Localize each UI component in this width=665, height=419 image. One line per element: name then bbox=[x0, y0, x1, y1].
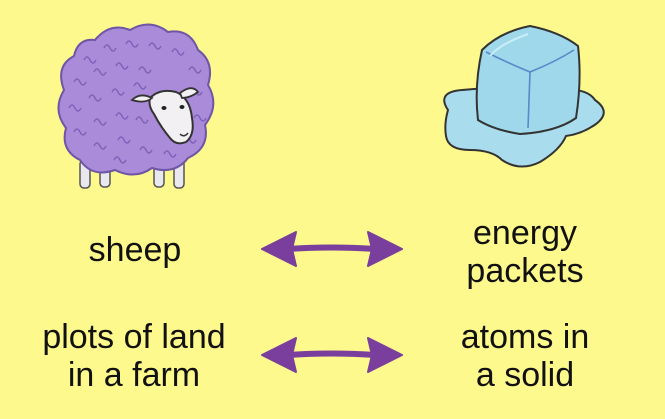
label-line: atoms in bbox=[460, 318, 590, 356]
label-plots-of-land: plots of land in a farm bbox=[18, 318, 250, 394]
label-line: packets bbox=[466, 252, 584, 290]
label-sheep: sheep bbox=[60, 231, 210, 269]
label-line: sheep bbox=[88, 231, 182, 269]
sheep-icon bbox=[57, 23, 215, 189]
label-line: in a farm bbox=[67, 356, 201, 394]
label-line: plots of land bbox=[42, 318, 226, 356]
melting-ice-cube-icon bbox=[443, 24, 605, 168]
label-line: energy bbox=[473, 214, 577, 252]
label-energy-packets: energy packets bbox=[445, 214, 605, 290]
label-atoms-in-solid: atoms in a solid bbox=[445, 318, 605, 394]
double-headed-arrow-icon bbox=[261, 337, 403, 373]
double-headed-arrow-icon bbox=[261, 231, 403, 267]
label-line: a solid bbox=[475, 356, 575, 394]
